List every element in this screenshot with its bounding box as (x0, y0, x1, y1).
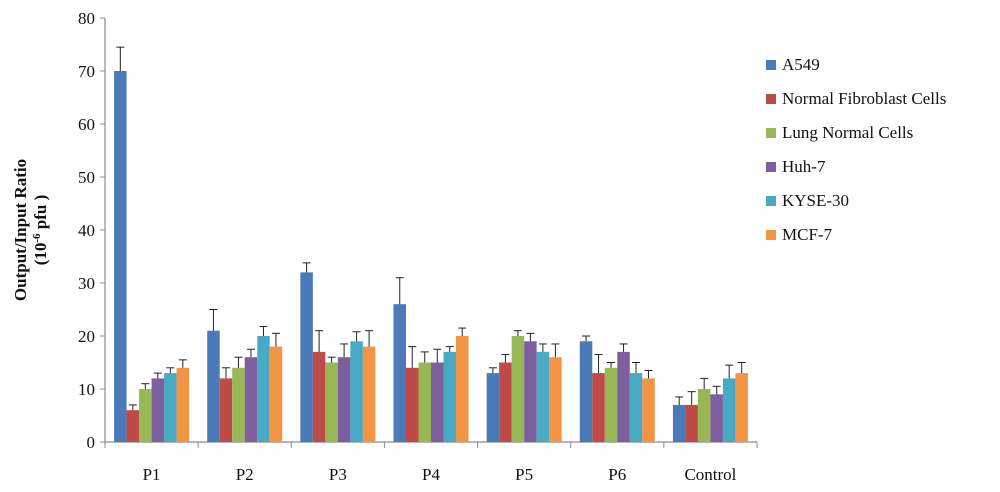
legend-swatch (766, 196, 776, 206)
bar (362, 346, 376, 442)
bar (176, 367, 190, 442)
y-tick-label: 0 (87, 433, 96, 452)
y-tick-label: 30 (78, 274, 95, 293)
x-category-label: P4 (422, 465, 440, 484)
bar (312, 351, 326, 442)
bar (164, 373, 177, 442)
bar (735, 373, 748, 442)
bar (219, 378, 233, 442)
legend-swatch (766, 60, 776, 70)
bar (126, 410, 140, 442)
bars (114, 71, 748, 442)
legend-label: MCF-7 (782, 225, 833, 244)
bar (114, 71, 127, 442)
legend-swatch (766, 94, 776, 104)
y-tick-label: 80 (78, 9, 95, 28)
error-bars (116, 46, 746, 411)
x-category-label: P6 (608, 465, 626, 484)
legend-label: KYSE-30 (782, 191, 849, 210)
bar (672, 404, 686, 442)
bar (685, 404, 698, 442)
legend-label: Normal Fibroblast Cells (782, 89, 946, 108)
bar (456, 336, 469, 442)
bar (300, 272, 313, 442)
bar (511, 336, 525, 442)
bar (350, 341, 363, 442)
bar (592, 373, 605, 442)
bar (604, 367, 618, 442)
bar (337, 357, 351, 442)
bar (710, 394, 723, 442)
bar (524, 341, 537, 442)
legend-label: Huh-7 (782, 157, 826, 176)
bar (269, 346, 283, 442)
bar (642, 378, 655, 442)
bar (579, 341, 593, 442)
legend-swatch (766, 230, 776, 240)
y-axis-title: Output/Input Ratio (10-6 pfu ) (11, 159, 50, 301)
x-category-label: Control (684, 465, 736, 484)
legend-swatch (766, 128, 776, 138)
bar (232, 367, 245, 442)
bar (549, 357, 562, 442)
y-tick-label: 70 (78, 62, 95, 81)
y-tick-label: 40 (78, 221, 95, 240)
bar (443, 351, 456, 442)
bar (406, 367, 419, 442)
bar (393, 304, 406, 442)
y-axis-label: Output/Input Ratio (11, 159, 30, 301)
bar (257, 336, 270, 442)
legend-swatch (766, 162, 776, 172)
bar (418, 362, 431, 442)
x-category-label: P5 (515, 465, 533, 484)
bar (431, 362, 444, 442)
legend: A549 Normal Fibroblast Cells Lung Normal C… (766, 55, 946, 244)
legend-label: Lung Normal Cells (782, 123, 913, 142)
bar (151, 378, 165, 442)
x-category-label: P1 (143, 465, 161, 484)
bar (499, 362, 512, 442)
legend-label: A549 (782, 55, 820, 74)
bar (722, 378, 736, 442)
bar (536, 351, 550, 442)
y-tick-label: 50 (78, 168, 95, 187)
y-axis-unit-label: (10-6 pfu ) (31, 195, 50, 266)
bar (629, 373, 643, 442)
bar (617, 351, 630, 442)
y-tick-label: 60 (78, 115, 95, 134)
bar (325, 362, 338, 442)
bar (207, 330, 220, 442)
axis-labels: 0 10 20 30 40 50 60 70 80 P1 P2 P3 P4 P5 P6 Control (78, 9, 737, 484)
bar (244, 357, 258, 442)
bar (139, 389, 152, 442)
x-category-label: P2 (236, 465, 254, 484)
bar (486, 373, 500, 442)
y-tick-label: 10 (78, 380, 95, 399)
x-category-label: P3 (329, 465, 347, 484)
bar (697, 389, 711, 442)
y-tick-label: 20 (78, 327, 95, 346)
